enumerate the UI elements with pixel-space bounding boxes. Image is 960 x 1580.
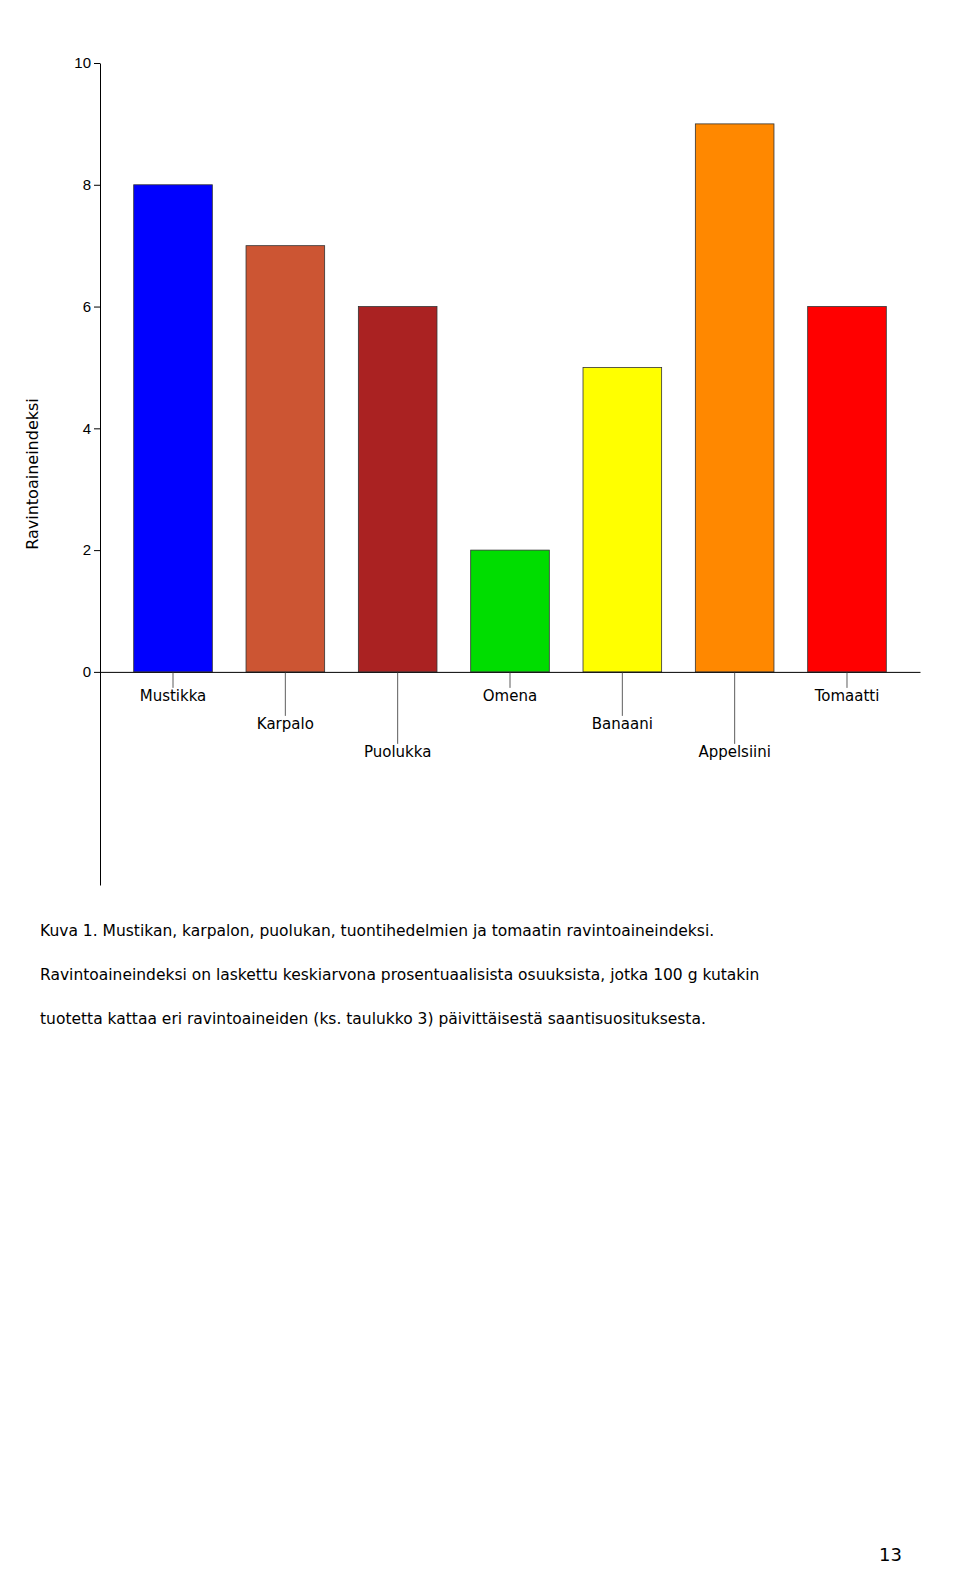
leader-line — [846, 672, 847, 688]
y-tick-mark — [94, 428, 100, 429]
x-axis-line — [101, 672, 921, 673]
category-label: Puolukka — [364, 743, 431, 761]
page-number: 13 — [879, 1544, 902, 1565]
y-tick-mark — [94, 550, 100, 551]
y-tick-label: 2 — [83, 541, 91, 558]
y-axis: 0 2 4 6 8 10 — [74, 54, 100, 885]
leader-line — [173, 672, 174, 688]
leader-line — [622, 672, 623, 716]
category-label: Mustikka — [140, 687, 207, 705]
y-tick-mark — [94, 672, 100, 673]
bar — [583, 367, 662, 671]
chart-svg: 0 2 4 6 8 10 Mustikka Karpalo Puolukka Omena Banaa… — [0, 0, 960, 1580]
category-label: Appelsiini — [698, 743, 771, 761]
bar — [358, 307, 437, 672]
leader-line — [397, 672, 398, 744]
y-tick: 10 — [74, 54, 100, 71]
y-tick-mark — [94, 63, 100, 64]
bars — [134, 124, 887, 672]
y-tick: 8 — [83, 176, 100, 193]
leader-line — [510, 672, 511, 688]
caption-line: tuotetta kattaa eri ravintoaineiden (ks.… — [40, 1010, 706, 1028]
category-labels: Mustikka Karpalo Puolukka Omena Banaani Appel… — [140, 672, 880, 761]
bar — [134, 185, 213, 672]
caption-line: Kuva 1. Mustikan, karpalon, puolukan, tu… — [40, 922, 714, 940]
y-tick-mark — [94, 307, 100, 308]
y-tick-label: 6 — [83, 298, 91, 315]
category-label: Omena — [483, 687, 537, 705]
bar — [695, 124, 774, 672]
bar — [808, 307, 887, 672]
y-tick: 6 — [83, 298, 100, 315]
y-tick-label: 4 — [83, 420, 91, 437]
y-tick-label: 8 — [83, 176, 91, 193]
category-label: Karpalo — [257, 715, 314, 733]
y-tick-label: 10 — [74, 54, 91, 71]
x-axis — [101, 672, 921, 673]
y-tick: 0 — [83, 663, 100, 680]
plot-area: 0 2 4 6 8 10 Mustikka Karpalo Puolukka Omena Banaa… — [23, 54, 921, 885]
caption-line: Ravintoaineindeksi on laskettu keskiarvo… — [40, 966, 759, 984]
leader-line — [285, 672, 286, 716]
y-tick: 2 — [83, 541, 100, 558]
leader-line — [734, 672, 735, 744]
y-axis-title: Ravintoaineindeksi — [23, 398, 42, 550]
y-tick: 4 — [83, 420, 100, 437]
y-tick-label: 0 — [83, 663, 91, 680]
y-tick-mark — [94, 185, 100, 186]
y-axis-line — [100, 64, 101, 886]
bar — [471, 550, 550, 672]
category-label: Banaani — [592, 715, 653, 733]
category-label: Tomaatti — [814, 687, 880, 705]
bar — [246, 246, 325, 672]
